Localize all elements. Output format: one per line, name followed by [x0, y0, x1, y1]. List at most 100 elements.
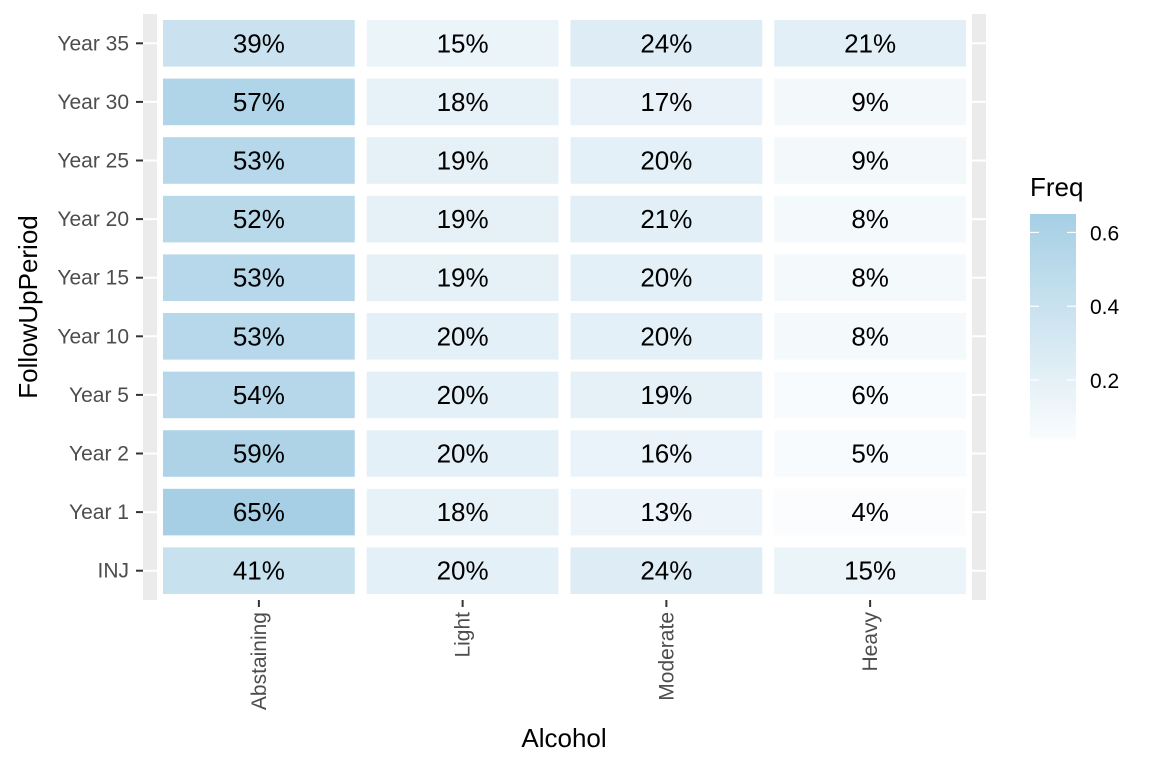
cell-value-label: 9% — [851, 87, 889, 117]
cell-value-label: 41% — [233, 556, 285, 586]
cell-value-label: 19% — [437, 146, 489, 176]
cell-labels: 41% 20% 24% 15% 65% 18% 13% 4% 59% 20% 16% 5% 54% 20%… — [233, 28, 896, 585]
cell-value-label: 53% — [233, 263, 285, 293]
cell-value-label: 20% — [437, 439, 489, 469]
heatmap-cell — [570, 371, 763, 419]
cell-value-label: 9% — [851, 146, 889, 176]
cell-value-label: 20% — [437, 556, 489, 586]
cell-value-label: 39% — [233, 28, 285, 58]
heatmap-cell — [366, 137, 559, 184]
heatmap-cell — [366, 195, 559, 243]
cell-value-label: 24% — [640, 28, 692, 58]
y-tick-label: Year 20 — [57, 208, 129, 231]
cell-value-label: 20% — [437, 321, 489, 351]
heatmap-cell — [570, 20, 763, 67]
heatmap-cell — [366, 254, 559, 301]
x-axis-title: Alcohol — [521, 723, 606, 753]
y-axis: INJ Year 1 Year 2 Year 5 Year 10 Year 15 Year … — [57, 32, 143, 583]
heatmap-cell — [570, 78, 763, 126]
y-tick-label: Year 30 — [57, 91, 129, 114]
y-tick-label: Year 1 — [69, 501, 129, 524]
heatmap-cell — [570, 547, 763, 594]
cell-value-label: 8% — [851, 321, 889, 351]
legend-ticks: 0.2 0.4 0.6 — [1030, 222, 1120, 393]
cell-value-label: 18% — [437, 87, 489, 117]
cell-value-label: 53% — [233, 146, 285, 176]
heatmap-cell — [570, 430, 763, 477]
heatmap-cell — [163, 195, 355, 243]
cell-value-label: 19% — [437, 204, 489, 234]
cell-value-label: 16% — [640, 439, 692, 469]
cell-value-label: 20% — [640, 146, 692, 176]
cell-value-label: 8% — [851, 263, 889, 293]
y-tick-label: Year 2 — [69, 443, 129, 466]
legend: Freq 0.2 0.4 0.6 — [1030, 172, 1120, 439]
y-tick-label: Year 25 — [57, 150, 129, 173]
heatmap-cell — [570, 313, 763, 360]
y-tick-label: Year 10 — [57, 325, 129, 348]
heatmap-cell — [163, 78, 355, 126]
heatmap-cell — [774, 20, 966, 67]
heatmap-cell — [774, 371, 966, 419]
x-tick-label: Heavy — [859, 612, 882, 672]
legend-tick-label: 0.2 — [1090, 370, 1119, 393]
cell-value-label: 20% — [640, 321, 692, 351]
tiles — [163, 20, 966, 594]
y-tick-label: Year 15 — [57, 267, 129, 290]
x-tick-label: Abstaining — [248, 612, 271, 710]
x-tick-label: Moderate — [655, 612, 678, 701]
x-tick-label: Light — [452, 612, 475, 658]
cell-value-label: 65% — [233, 497, 285, 527]
heatmap-cell — [366, 488, 559, 536]
heatmap-cell — [366, 20, 559, 67]
y-tick-label: Year 5 — [69, 384, 129, 407]
cell-value-label: 19% — [437, 263, 489, 293]
x-axis: Abstaining Light Moderate Heavy — [248, 600, 882, 710]
heatmap-cell — [774, 137, 966, 184]
cell-value-label: 59% — [233, 439, 285, 469]
cell-value-label: 4% — [851, 497, 889, 527]
heatmap-cell — [570, 195, 763, 243]
heatmap-cell — [366, 78, 559, 126]
cell-value-label: 24% — [640, 556, 692, 586]
cell-value-label: 8% — [851, 204, 889, 234]
cell-value-label: 15% — [844, 556, 896, 586]
cell-value-label: 19% — [640, 380, 692, 410]
heatmap-cell — [570, 137, 763, 184]
cell-value-label: 21% — [844, 28, 896, 58]
heatmap-cell — [774, 195, 966, 243]
cell-value-label: 20% — [437, 380, 489, 410]
heatmap-cell — [366, 547, 559, 594]
heatmap-cell — [570, 254, 763, 301]
heatmap-cell — [163, 313, 355, 360]
cell-value-label: 6% — [851, 380, 889, 410]
cell-value-label: 13% — [640, 497, 692, 527]
heatmap-cell — [163, 137, 355, 184]
heatmap-cell — [774, 78, 966, 126]
heatmap-cell — [163, 254, 355, 301]
cell-value-label: 52% — [233, 204, 285, 234]
heatmap-cell — [163, 547, 355, 594]
cell-value-label: 54% — [233, 380, 285, 410]
y-tick-label: INJ — [98, 560, 130, 583]
cell-value-label: 21% — [640, 204, 692, 234]
legend-colorbar — [1030, 214, 1076, 439]
heatmap-cell — [163, 371, 355, 419]
heatmap-cell — [366, 430, 559, 477]
legend-tick-label: 0.6 — [1090, 222, 1119, 245]
heatmap-cell — [163, 430, 355, 477]
legend-title: Freq — [1030, 172, 1083, 202]
cell-value-label: 5% — [851, 439, 889, 469]
heatmap-cell — [774, 430, 966, 477]
cell-value-label: 18% — [437, 497, 489, 527]
y-axis-title: FollowUpPeriod — [13, 215, 43, 399]
heatmap-cell — [163, 20, 355, 67]
heatmap-cell — [774, 313, 966, 360]
cell-value-label: 53% — [233, 321, 285, 351]
heatmap-cell — [366, 313, 559, 360]
heatmap-cell — [570, 488, 763, 536]
heatmap-cell — [774, 488, 966, 536]
cell-value-label: 17% — [640, 87, 692, 117]
cell-value-label: 20% — [640, 263, 692, 293]
